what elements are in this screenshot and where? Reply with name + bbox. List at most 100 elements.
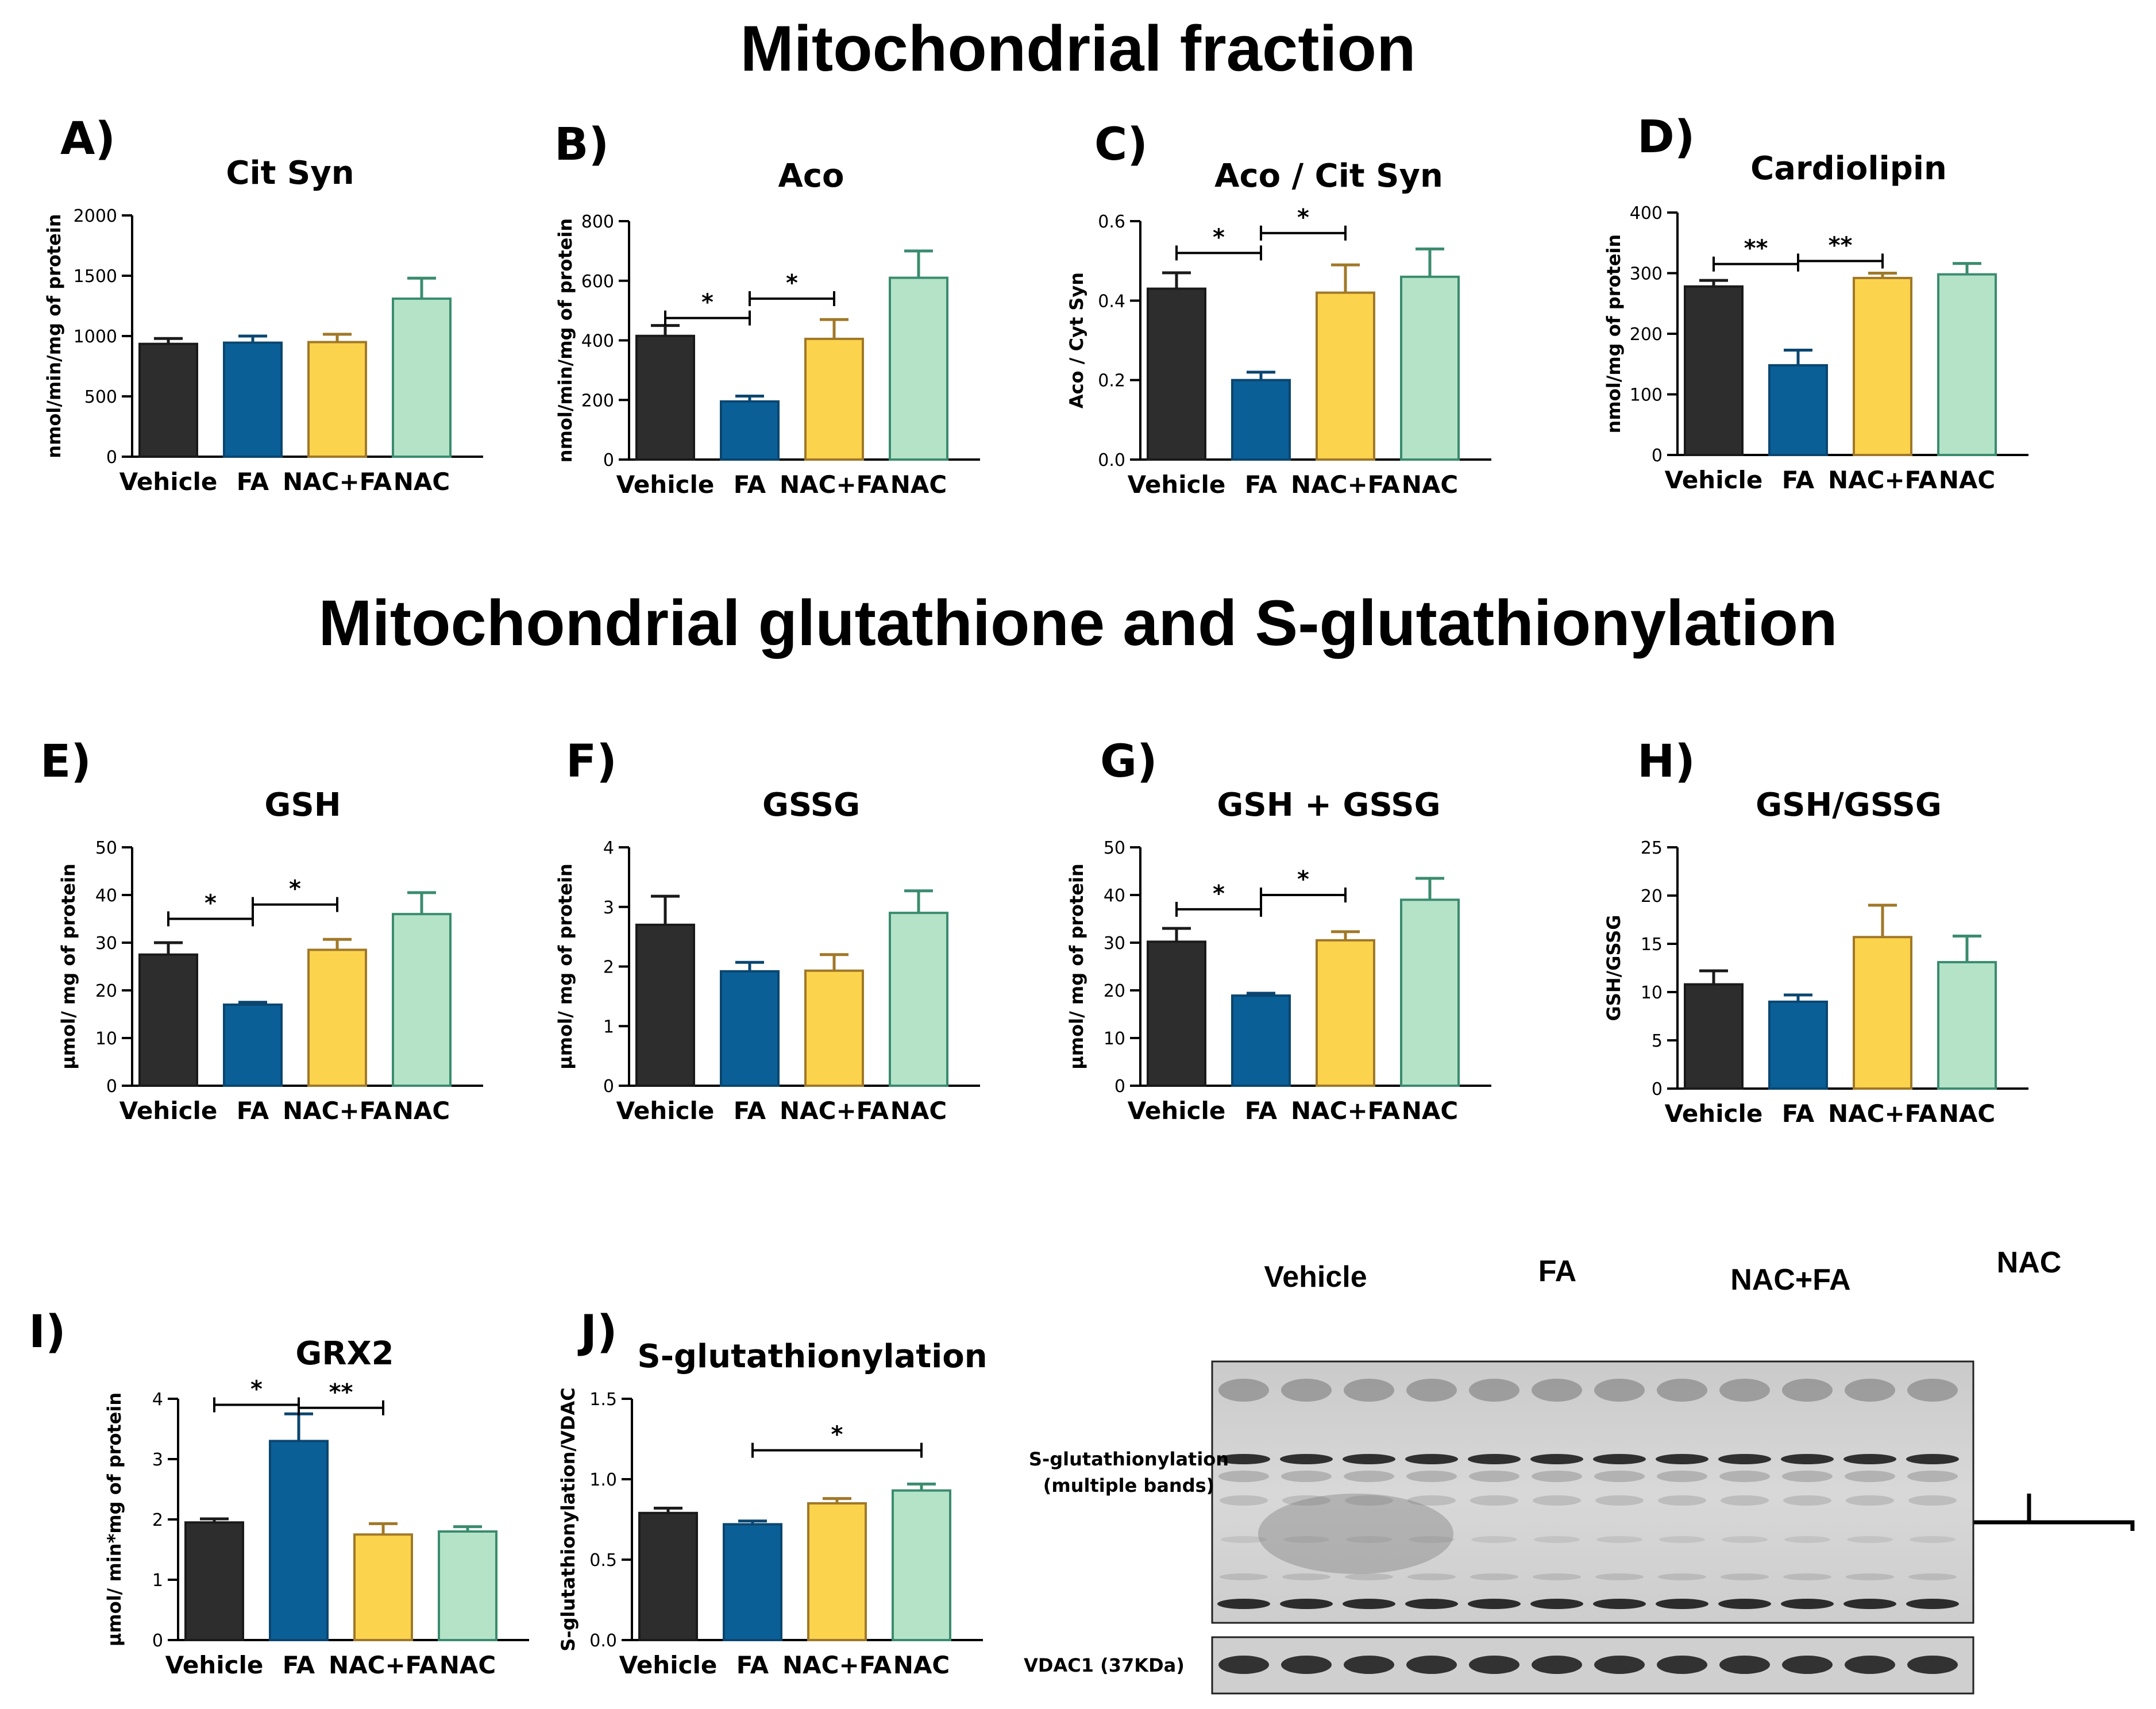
y-axis-label: μmol/ mg of protein xyxy=(1066,863,1087,1070)
x-tick-label: NAC xyxy=(394,468,450,496)
lane-band-faint xyxy=(1596,1536,1642,1543)
significance-marker: * xyxy=(289,876,301,902)
bar-nac xyxy=(889,912,948,1087)
x-tick-label: Vehicle xyxy=(119,468,218,496)
x-tick-label: NAC+FA xyxy=(283,1097,392,1125)
panel-letter: G) xyxy=(1100,736,1158,788)
lane-band-faint xyxy=(1658,1573,1706,1580)
chart-5: E) GSH 0 10 20 30 40 50 μmol/ mg of protein Vehic… xyxy=(40,736,483,1125)
lane-band-secondary xyxy=(1406,1471,1457,1482)
y-tick-label: 0.5 xyxy=(589,1550,617,1571)
x-tick-label: Vehicle xyxy=(616,1097,715,1125)
y-tick-label: 15 xyxy=(1641,935,1663,955)
y-tick-label: 5 xyxy=(1652,1031,1663,1051)
bar-vehicle xyxy=(184,1521,244,1641)
blot-band-label-line2: (multiple bands) xyxy=(1043,1475,1215,1496)
lane-band-bottom xyxy=(1718,1599,1771,1609)
y-tick-label: 1 xyxy=(152,1571,163,1591)
blot-loading-label: VDAC1 (37KDa) xyxy=(1024,1654,1185,1676)
lane-band-main xyxy=(1906,1454,1959,1464)
vdac-band xyxy=(1657,1656,1707,1674)
x-tick-label: FA xyxy=(237,1097,269,1125)
panel-letter: H) xyxy=(1637,736,1695,788)
significance-marker: * xyxy=(250,1376,263,1403)
panel-letter: I) xyxy=(29,1306,66,1358)
lane-band-faint xyxy=(1846,1573,1894,1580)
bar-nac-fa xyxy=(807,1502,867,1641)
x-tick-label: FA xyxy=(734,470,766,499)
lane-band-bottom xyxy=(1843,1599,1896,1609)
x-tick-label: NAC+FA xyxy=(782,1651,892,1679)
chart-3: C) Aco / Cit Syn 0.0 0.2 0.4 0.6 Aco / Cyt Syn… xyxy=(1066,119,1491,499)
y-tick-label: 40 xyxy=(1104,886,1125,906)
y-tick-label: 1000 xyxy=(74,327,117,347)
significance-marker: ** xyxy=(329,1379,353,1406)
y-axis-label: nmol/min/mg of protein xyxy=(554,218,576,462)
chart-10: J) S-glutathionylation 0.0 0.5 1.0 1.5 S-gluta… xyxy=(557,1306,988,1679)
bar-vehicle xyxy=(635,923,695,1087)
x-tick-label: NAC xyxy=(1402,470,1458,499)
vdac-band xyxy=(1281,1656,1332,1674)
x-tick-label: FA xyxy=(734,1097,766,1125)
y-tick-label: 400 xyxy=(1630,203,1663,223)
lane-band-main xyxy=(1656,1454,1708,1464)
lane-band-faint xyxy=(1409,1536,1455,1543)
y-tick-label: 3 xyxy=(603,898,614,918)
chart-title: GSSG xyxy=(762,786,860,824)
bar-nac xyxy=(889,276,948,461)
x-tick-label: Vehicle xyxy=(1128,1097,1226,1125)
lane-band-bottom xyxy=(1656,1599,1708,1609)
y-tick-label: 20 xyxy=(1641,886,1663,906)
x-tick-label: NAC xyxy=(890,1097,947,1125)
lane-band-main xyxy=(1781,1454,1834,1464)
panel-letter: A) xyxy=(60,113,115,165)
significance-marker: * xyxy=(1213,224,1225,250)
lane-band-faint xyxy=(1283,1536,1329,1543)
y-tick-label: 300 xyxy=(1630,264,1663,284)
bar-nac xyxy=(1400,898,1460,1087)
lane-band-faint xyxy=(1534,1536,1580,1543)
lane-band-faint xyxy=(1471,1536,1517,1543)
x-tick-label: FA xyxy=(1782,1100,1815,1128)
y-tick-label: 1.0 xyxy=(589,1470,617,1490)
lane-band-faint xyxy=(1595,1573,1644,1580)
y-tick-label: 30 xyxy=(1104,933,1125,954)
chart-title: Aco / Cit Syn xyxy=(1214,157,1443,195)
x-tick-label: FA xyxy=(736,1651,769,1679)
significance-marker: * xyxy=(205,890,217,917)
lane-band-top xyxy=(1344,1379,1394,1402)
chart-title: GRX2 xyxy=(295,1335,394,1372)
significance-marker: * xyxy=(1213,881,1225,907)
bar-vehicle xyxy=(1147,287,1206,461)
lane-band-top xyxy=(1657,1379,1707,1402)
lane-band-secondary xyxy=(1657,1471,1707,1482)
lane-band-bottom xyxy=(1217,1599,1270,1609)
lane-band-faint xyxy=(1721,1495,1769,1506)
x-tick-label: NAC+FA xyxy=(1828,466,1938,494)
bar-fa xyxy=(1231,379,1291,461)
y-tick-label: 2 xyxy=(603,958,614,978)
bar-nac xyxy=(392,913,452,1087)
y-tick-label: 30 xyxy=(95,933,117,954)
vdac-band xyxy=(1845,1656,1895,1674)
blot-group-labels: Vehicle FA NAC+FA NAC xyxy=(1264,1246,2061,1297)
blot-smear xyxy=(1258,1494,1453,1574)
y-tick-label: 0.6 xyxy=(1098,212,1125,232)
lane-band-secondary xyxy=(1532,1471,1582,1482)
panel-letter: B) xyxy=(554,119,609,171)
x-tick-label: Vehicle xyxy=(619,1651,718,1679)
lane-band-faint xyxy=(1783,1573,1831,1580)
y-axis-label: Aco / Cyt Syn xyxy=(1066,272,1087,408)
y-tick-label: 1 xyxy=(603,1017,614,1037)
y-tick-label: 50 xyxy=(95,838,117,858)
bar-nac-fa xyxy=(307,948,367,1087)
lane-band-faint xyxy=(1721,1573,1769,1580)
vdac-band xyxy=(1406,1656,1457,1674)
blot-membrane-background xyxy=(1211,1360,1974,1624)
bar-nac xyxy=(392,297,452,458)
lane-band-secondary xyxy=(1719,1471,1770,1482)
bar-fa xyxy=(1231,994,1291,1087)
x-tick-label: Vehicle xyxy=(1128,470,1226,499)
y-tick-label: 0 xyxy=(1652,1079,1663,1100)
blot-membrane: S-glutathionylation (multiple bands) VDA… xyxy=(1024,1360,1974,1695)
